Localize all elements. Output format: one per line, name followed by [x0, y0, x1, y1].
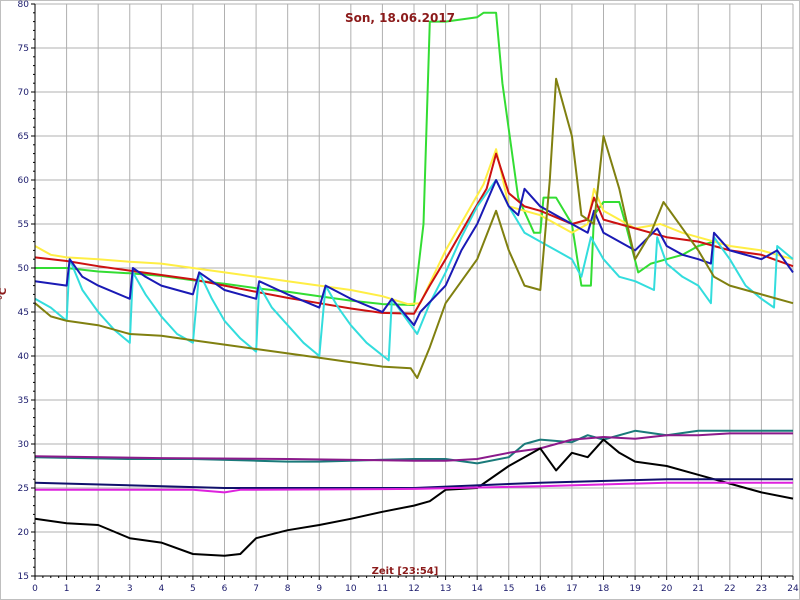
- y-tick-label: 25: [18, 484, 29, 494]
- series-line-9: [34, 438, 794, 557]
- y-tick-label: 60: [18, 176, 30, 186]
- x-tick-labels: 0 1 2 3 4 5 6 7 8 9 10 11 12 13 14 15 16 17 18 19 20 21 22 23 24: [32, 584, 799, 594]
- x-tick-label: 1: [64, 584, 70, 594]
- x-tick-label: 13: [440, 584, 451, 594]
- y-tick-label: 80: [18, 0, 30, 10]
- x-tick-label: 15: [503, 584, 514, 594]
- x-tick-label: 3: [127, 584, 133, 594]
- series-line-4: [34, 179, 794, 362]
- x-tick-label: 10: [345, 584, 357, 594]
- x-tick-label: 18: [598, 584, 610, 594]
- x-tick-label: 17: [566, 584, 577, 594]
- x-tick-label: 7: [253, 584, 259, 594]
- x-tick-label: 9: [316, 584, 322, 594]
- x-tick-label: 0: [32, 584, 38, 594]
- y-tick-label: 35: [18, 396, 29, 406]
- y-tick-label: 20: [18, 528, 30, 538]
- chart-title: Son, 18.06.2017: [345, 11, 455, 25]
- y-tick-label: 55: [18, 220, 29, 230]
- y-tick-label: 70: [18, 88, 30, 98]
- x-axis-label: Zeit [23:54]: [372, 566, 439, 577]
- x-tick-label: 14: [471, 584, 483, 594]
- y-tick-label: 65: [18, 132, 29, 142]
- x-tick-label: 19: [629, 584, 641, 594]
- x-tick-label: 23: [756, 584, 767, 594]
- y-tick-label: 50: [18, 264, 30, 274]
- series-line-5: [34, 179, 794, 327]
- series-line-2: [34, 148, 794, 306]
- x-tick-label: 2: [95, 584, 101, 594]
- y-tick-label: 15: [18, 572, 29, 582]
- series-line-11: [35, 481, 793, 494]
- y-tick-label: 30: [18, 440, 30, 450]
- x-tick-label: 22: [724, 584, 735, 594]
- x-tick-label: 24: [787, 584, 799, 594]
- y-tick-labels: 15 20 25 30 35 40 45 50 55 60 65 70 75 80: [18, 0, 30, 582]
- x-tick-label: 16: [535, 584, 547, 594]
- series-line-3: [34, 152, 794, 315]
- x-tick-label: 5: [190, 584, 196, 594]
- series-lines: [34, 11, 794, 557]
- x-tick-label: 20: [661, 584, 673, 594]
- x-tick-label: 8: [285, 584, 291, 594]
- series-line-1: [35, 11, 715, 306]
- x-tick-label: 6: [222, 584, 228, 594]
- x-tick-label: 12: [408, 584, 419, 594]
- y-tick-label: 75: [18, 44, 29, 54]
- series-line-7: [34, 429, 793, 465]
- y-axis-label: °C: [0, 288, 9, 300]
- x-tick-label: 21: [693, 584, 704, 594]
- y-tick-label: 40: [18, 352, 30, 362]
- series-line-6: [34, 77, 794, 379]
- x-tick-label: 11: [377, 584, 388, 594]
- series-line-10: [34, 478, 793, 489]
- y-tick-label: 45: [18, 308, 29, 318]
- axes: [31, 3, 794, 580]
- grid: [34, 3, 794, 577]
- x-tick-label: 4: [158, 584, 164, 594]
